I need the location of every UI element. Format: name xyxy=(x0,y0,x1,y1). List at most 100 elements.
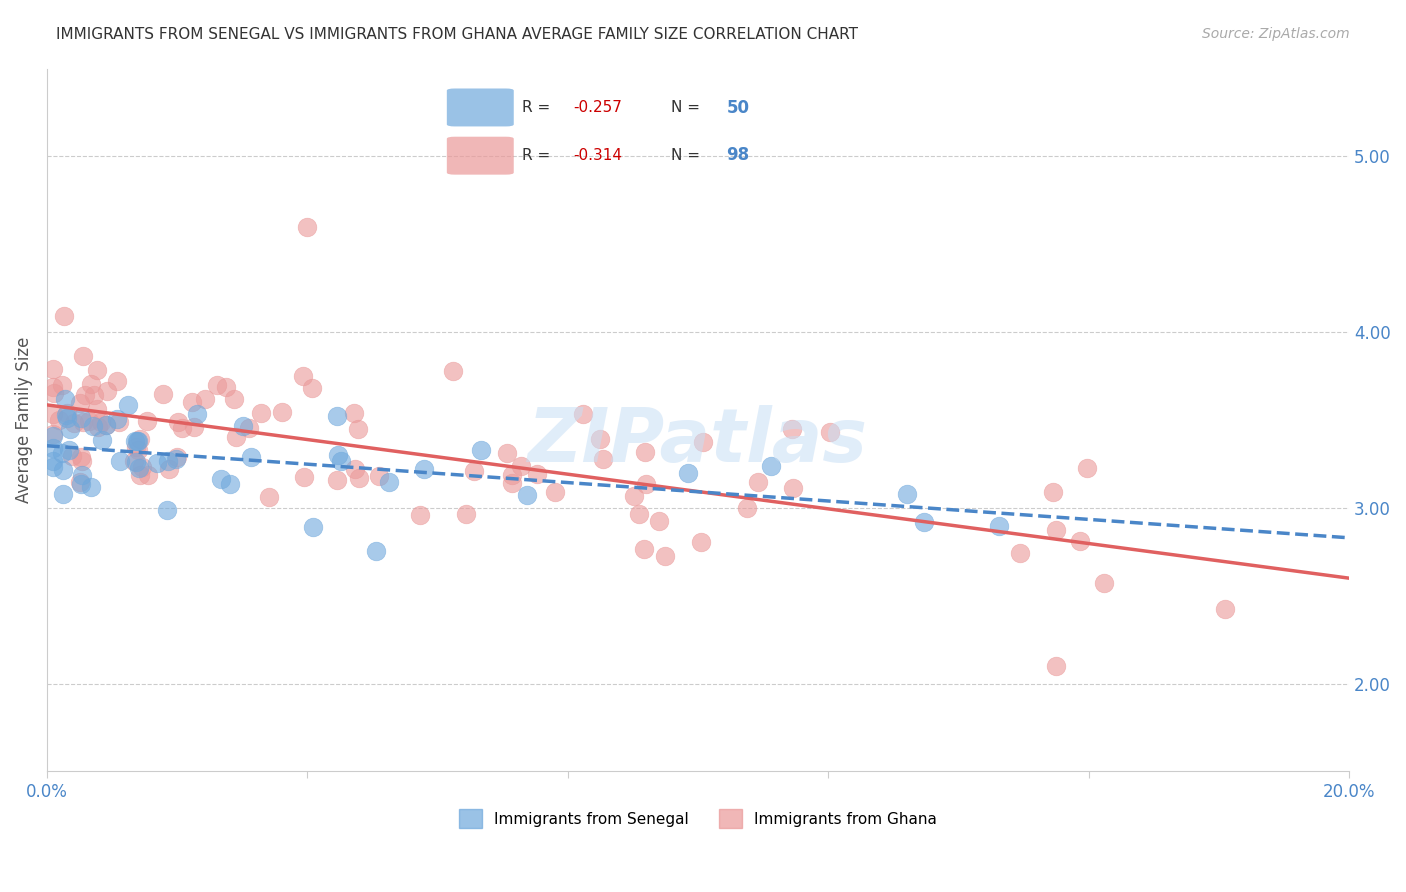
Point xyxy=(526,467,548,482)
Point xyxy=(1042,485,1064,500)
Point xyxy=(69,395,91,409)
Point xyxy=(52,463,75,477)
Point xyxy=(166,450,188,465)
Point xyxy=(818,425,841,439)
Point xyxy=(326,448,349,462)
Point xyxy=(108,415,131,429)
Point xyxy=(69,410,91,425)
Point xyxy=(135,414,157,428)
Text: 50: 50 xyxy=(727,99,749,117)
Point xyxy=(55,408,77,422)
Point xyxy=(588,432,610,446)
Point xyxy=(125,434,148,449)
Point xyxy=(42,362,65,376)
Point xyxy=(463,464,485,478)
Point xyxy=(125,455,148,469)
Point xyxy=(257,490,280,504)
Point xyxy=(183,420,205,434)
FancyBboxPatch shape xyxy=(447,136,513,175)
Point xyxy=(42,429,65,443)
Point xyxy=(378,475,401,489)
Point xyxy=(145,456,167,470)
Point xyxy=(181,395,204,409)
Point xyxy=(108,454,131,468)
Point xyxy=(633,541,655,556)
Point xyxy=(347,471,370,485)
Point xyxy=(82,419,104,434)
Point xyxy=(86,363,108,377)
Point xyxy=(214,379,236,393)
Point xyxy=(52,309,75,323)
Point xyxy=(72,468,94,483)
Point xyxy=(170,421,193,435)
Point xyxy=(737,500,759,515)
Point xyxy=(205,377,228,392)
Point xyxy=(250,406,273,420)
Point xyxy=(238,421,260,435)
Point xyxy=(501,468,523,483)
Point xyxy=(1092,576,1115,591)
Point xyxy=(270,404,292,418)
Point xyxy=(152,387,174,401)
Text: ZIPatlas: ZIPatlas xyxy=(529,405,868,477)
Point xyxy=(409,508,432,522)
Point xyxy=(1213,602,1236,616)
Point xyxy=(1045,659,1067,673)
Point xyxy=(297,219,319,234)
Point xyxy=(1076,461,1098,475)
Text: -0.314: -0.314 xyxy=(572,148,621,162)
Point xyxy=(347,422,370,436)
Point xyxy=(633,445,655,459)
Point xyxy=(186,407,208,421)
Text: R =: R = xyxy=(522,148,555,162)
Point xyxy=(232,419,254,434)
Text: N =: N = xyxy=(671,101,704,115)
Point xyxy=(470,442,492,457)
Point xyxy=(117,398,139,412)
Point xyxy=(343,405,366,419)
Point xyxy=(42,426,65,441)
Point xyxy=(329,453,352,467)
Point xyxy=(94,417,117,432)
Point xyxy=(592,451,614,466)
Point xyxy=(69,450,91,464)
Point xyxy=(301,520,323,534)
Point xyxy=(51,446,73,460)
Point xyxy=(292,470,315,484)
Point xyxy=(654,549,676,563)
Point xyxy=(62,416,84,430)
Point xyxy=(96,417,118,432)
Point xyxy=(239,450,262,465)
Point xyxy=(572,407,595,421)
Point xyxy=(367,469,389,483)
Point xyxy=(165,451,187,466)
Point xyxy=(79,377,101,392)
Point xyxy=(107,412,129,426)
Point xyxy=(636,477,658,491)
Point xyxy=(52,487,75,501)
Point xyxy=(127,442,149,457)
Point xyxy=(42,460,65,475)
Point xyxy=(912,515,935,529)
Point xyxy=(896,487,918,501)
Point xyxy=(219,477,242,491)
Point xyxy=(129,432,152,446)
Point xyxy=(136,467,159,482)
Point xyxy=(156,454,179,468)
Point xyxy=(156,503,179,517)
Point xyxy=(988,519,1011,533)
Point xyxy=(125,440,148,454)
Point xyxy=(105,374,128,388)
Point xyxy=(90,415,112,429)
Point xyxy=(129,467,152,482)
Point xyxy=(209,473,232,487)
Point xyxy=(1008,546,1031,560)
Point xyxy=(690,534,713,549)
Point xyxy=(73,388,96,402)
Legend: Immigrants from Senegal, Immigrants from Ghana: Immigrants from Senegal, Immigrants from… xyxy=(453,803,943,834)
Point xyxy=(692,434,714,449)
Point xyxy=(124,434,146,448)
Text: R =: R = xyxy=(522,101,555,115)
Point xyxy=(72,415,94,429)
Point xyxy=(676,467,699,481)
